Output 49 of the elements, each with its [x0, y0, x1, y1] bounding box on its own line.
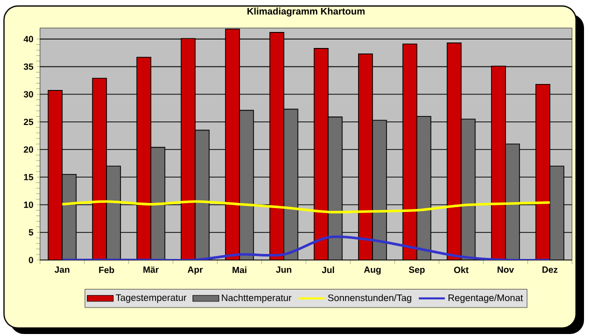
x-tick-label: Sep: [408, 266, 425, 275]
x-tick-label: Okt: [454, 266, 469, 274]
x-tick-label: Feb: [99, 266, 114, 274]
bar: [92, 78, 107, 260]
bar: [535, 84, 550, 260]
bar: [136, 56, 152, 260]
bar: [549, 166, 564, 260]
bar: [314, 48, 329, 260]
legend-label: Tagestemperatur: [116, 294, 186, 303]
y-tick-label: 15: [24, 174, 34, 180]
legend-label: Nachttemperatur: [222, 294, 292, 304]
bar: [283, 108, 298, 260]
bar: [358, 54, 373, 260]
legend-label: Sonnenstunden/Tag: [328, 294, 412, 304]
bar: [416, 116, 432, 260]
line-series: [60, 235, 552, 260]
x-tick-label: Mär: [143, 266, 159, 273]
line-series: [60, 200, 552, 214]
bar: [491, 66, 506, 260]
y-tick-label: 30: [24, 91, 34, 98]
x-tick-label: Aug: [364, 266, 381, 275]
x-tick-label: Jan: [54, 266, 70, 273]
y-tick-label: 10: [24, 202, 34, 208]
x-tick-label: Mai: [232, 266, 246, 274]
bar: [150, 146, 166, 260]
bar: [505, 144, 520, 260]
y-tick-label: 40: [24, 36, 34, 42]
chart-title: Klimadiagramm Khartoum: [247, 8, 365, 16]
bar: [446, 42, 462, 260]
x-tick-label: Dez: [542, 266, 558, 273]
x-tick-label: Nov: [498, 266, 514, 273]
bar: [269, 32, 284, 260]
y-tick-label: 35: [24, 63, 34, 70]
bar: [194, 130, 210, 260]
bar: [48, 90, 63, 260]
y-tick-label: 25: [24, 118, 34, 126]
x-tick-label: Jun: [276, 266, 292, 273]
bar: [402, 44, 418, 260]
x-tick-label: Apr: [188, 266, 203, 275]
legend-label: Regentage/Monat: [448, 294, 523, 304]
bar: [225, 28, 240, 260]
bar: [460, 118, 476, 260]
y-tick-label: 0: [28, 256, 34, 264]
bar: [180, 38, 196, 260]
y-tick-label: 5: [28, 229, 34, 236]
bar: [62, 174, 77, 260]
y-tick-label: 20: [24, 146, 34, 153]
x-tick-label: Jul: [322, 266, 334, 274]
bar: [328, 116, 343, 260]
